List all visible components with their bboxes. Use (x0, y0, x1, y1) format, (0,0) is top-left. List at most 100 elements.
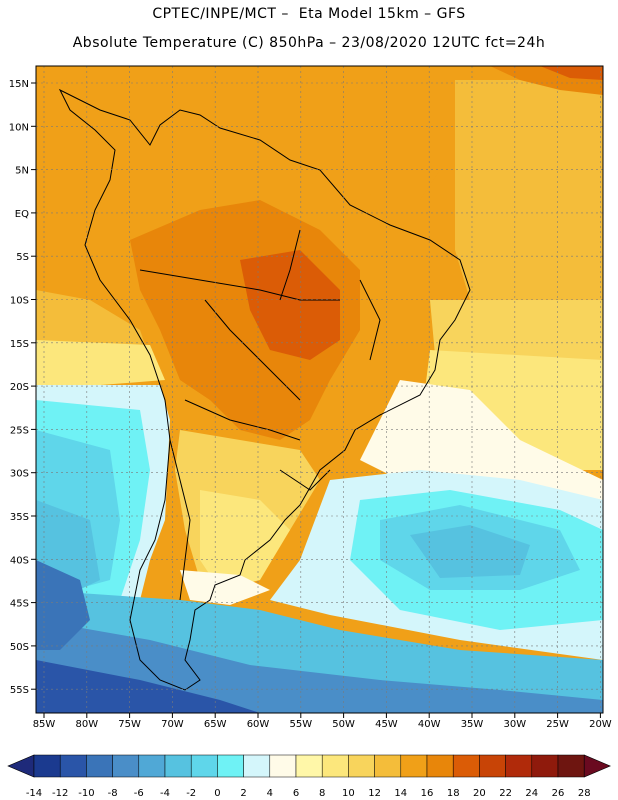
lon-label: 65W (204, 719, 227, 730)
colorbar-swatch (190, 754, 218, 778)
lat-label: 50S (10, 642, 29, 653)
field-pacific-12 (36, 340, 165, 390)
colorbar-labels: -14 -12 -10 -8 -6 -4 -2 0 2 4 6 8 10 12 14 16 18 20 22 24 26… (26, 788, 591, 799)
field-land-12 (200, 490, 290, 590)
field-south-neg10 (36, 660, 260, 713)
lon-label: 30W (503, 719, 526, 730)
colorbar-high-arrow (583, 754, 611, 778)
colorbar-swatch (531, 754, 559, 778)
field-east-atlantic-16 (455, 80, 603, 300)
colorbar-swatch (33, 754, 61, 778)
colorbar-label: 14 (394, 788, 407, 799)
field-north-18 (36, 95, 440, 200)
colorbar-swatch (505, 754, 533, 778)
lon-label: 75W (118, 719, 141, 730)
colorbar-swatch (479, 754, 506, 778)
colorbar-label: 6 (293, 788, 299, 799)
colorbar-label: 22 (499, 788, 512, 799)
colorbar-swatch (269, 754, 297, 778)
lat-label: 40S (10, 555, 29, 566)
colorbar-label: 4 (267, 788, 273, 799)
lon-label: 70W (161, 719, 184, 730)
lon-label: 20W (589, 719, 612, 730)
border-2 (204, 299, 301, 401)
colorbar-label: 16 (421, 788, 434, 799)
lat-label: 35S (10, 512, 29, 523)
field-satl-neg2 (410, 525, 530, 578)
lat-label: 10N (9, 122, 29, 133)
colorbar-swatch (112, 754, 140, 778)
border-3 (184, 399, 301, 441)
colorbar-swatch (295, 754, 323, 778)
colorbar-swatch (217, 754, 244, 778)
colorbar-swatch (557, 754, 585, 778)
lon-label: 55W (289, 719, 312, 730)
colorbar-swatch (138, 754, 166, 778)
colorbar-label: -10 (78, 788, 94, 799)
colorbar-label: 10 (342, 788, 355, 799)
latitude-labels: 15N 10N 5N EQ 5S 10S 15S 20S 25S 30S 35S 40S 45S 50S 5… (9, 79, 36, 696)
border-5 (359, 279, 381, 361)
lon-label: 50W (332, 719, 355, 730)
colorbar-swatch (400, 754, 428, 778)
colorbar-low-arrow (7, 754, 35, 778)
lon-label: 45W (375, 719, 398, 730)
colorbar-swatch (59, 754, 87, 778)
colorbar-label: -6 (134, 788, 144, 799)
colorbar-swatch (426, 754, 454, 778)
south-america-coast (58, 88, 471, 691)
lat-label: 15N (9, 79, 29, 90)
lon-label: 25W (546, 719, 569, 730)
colorbar-label: 0 (214, 788, 220, 799)
chart-title-line2: Absolute Temperature (C) 850hPa – 23/08/… (72, 35, 546, 51)
colorbar-label: 24 (525, 788, 538, 799)
field-land-6 (180, 570, 270, 605)
lat-label: 30S (10, 469, 29, 480)
lat-label: EQ (15, 209, 29, 220)
border-7 (279, 469, 331, 491)
border-6 (169, 439, 191, 601)
lat-label: 5N (15, 166, 29, 177)
colorbar-label: 18 (447, 788, 460, 799)
lat-label: 20S (10, 382, 29, 393)
lat-label: 45S (10, 599, 29, 610)
border-1 (139, 269, 340, 301)
lon-label: 60W (247, 719, 270, 730)
colorbar-label: -14 (26, 788, 42, 799)
colorbar-label: -4 (160, 788, 170, 799)
coastlines (58, 88, 471, 691)
lat-label: 55S (10, 685, 29, 696)
colorbar-label: 26 (552, 788, 565, 799)
colorbar-swatch (164, 754, 192, 778)
field-caribbean-22 (540, 66, 603, 80)
lon-label: 80W (75, 719, 98, 730)
field-atlantic-6 (360, 380, 603, 500)
colorbar-label: 28 (578, 788, 591, 799)
colorbar-label: 2 (240, 788, 246, 799)
lat-label: 5S (16, 252, 29, 263)
colorbar-swatch (243, 754, 271, 778)
temperature-field (36, 66, 603, 713)
colorbar (7, 754, 611, 778)
colorbar-label: -8 (108, 788, 118, 799)
lat-label: 10S (10, 296, 29, 307)
colorbar-label: 8 (319, 788, 325, 799)
colorbar-swatch (374, 754, 402, 778)
lat-label: 25S (10, 425, 29, 436)
lon-label: 85W (33, 719, 56, 730)
field-pacific-neg8 (36, 560, 90, 650)
colorbar-label: 12 (368, 788, 381, 799)
colorbar-swatch (452, 754, 480, 778)
field-land-22 (240, 250, 340, 360)
colorbar-label: -2 (186, 788, 196, 799)
longitude-labels: 85W 80W 75W 70W 65W 60W 55W 50W 45W 40W 35W 30W 25W 2… (33, 713, 612, 730)
colorbar-label: 20 (473, 788, 486, 799)
colorbar-label: -12 (52, 788, 68, 799)
border-4 (279, 229, 301, 301)
colorbar-swatch (321, 754, 349, 778)
lat-label: 15S (10, 339, 29, 350)
colorbar-swatch (348, 754, 375, 778)
lon-label: 35W (461, 719, 484, 730)
plot-frame (35, 65, 604, 714)
